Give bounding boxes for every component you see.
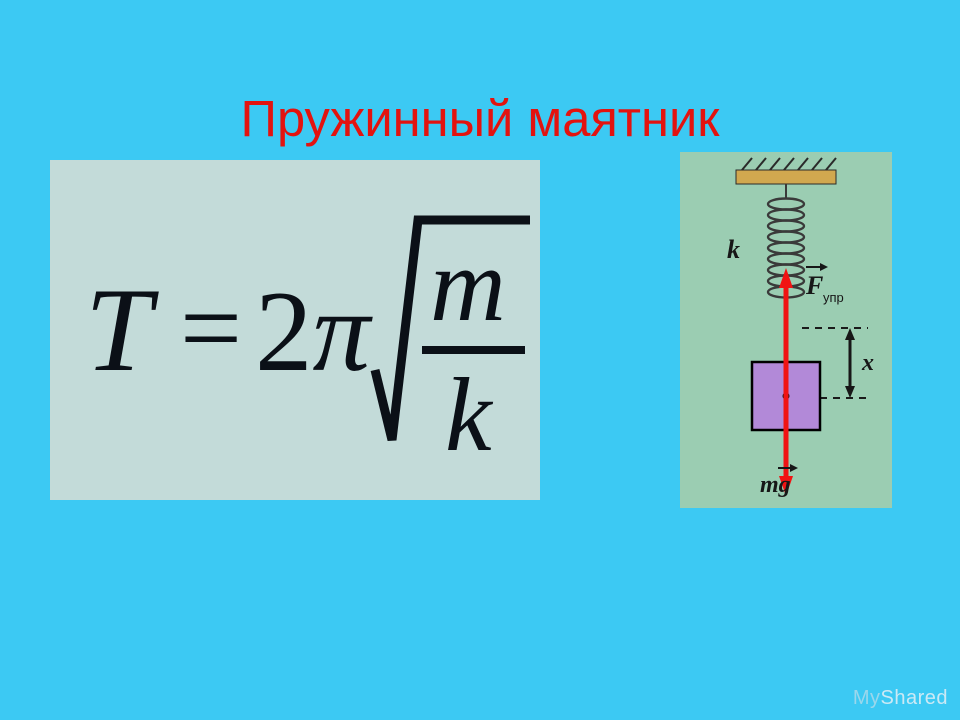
formula-k: k: [445, 356, 494, 473]
label-F-sub: упр: [823, 290, 844, 305]
watermark: MyShared: [853, 687, 948, 710]
label-mg: mg: [760, 472, 791, 498]
ceiling-hatch: [742, 158, 836, 170]
x-bracket-arrow-down: [845, 386, 855, 398]
slide-title: Пружинный маятник: [0, 89, 960, 148]
formula-T: T: [85, 263, 159, 396]
x-bracket-arrow-up: [845, 328, 855, 340]
ceiling-bar: [736, 170, 836, 184]
formula-equals: =: [180, 267, 242, 389]
force-up-arrowhead: [779, 268, 793, 288]
watermark-shared: Shared: [881, 687, 949, 709]
formula-two-pi: 2π: [255, 268, 374, 395]
label-k: k: [727, 235, 740, 264]
label-x: x: [861, 350, 874, 376]
formula-svg: T = 2π m k: [50, 160, 540, 500]
label-F: F: [805, 271, 823, 300]
watermark-my: My: [853, 687, 881, 709]
formula-panel: T = 2π m k: [50, 160, 540, 500]
formula-m: m: [430, 226, 506, 343]
label-F-group: F упр: [805, 263, 844, 305]
label-mg-group: mg: [760, 464, 798, 498]
diagram-panel: k F упр x mg: [680, 152, 892, 508]
diagram-svg: k F упр x mg: [680, 152, 892, 508]
slide: Пружинный маятник T = 2π m k: [0, 0, 960, 720]
